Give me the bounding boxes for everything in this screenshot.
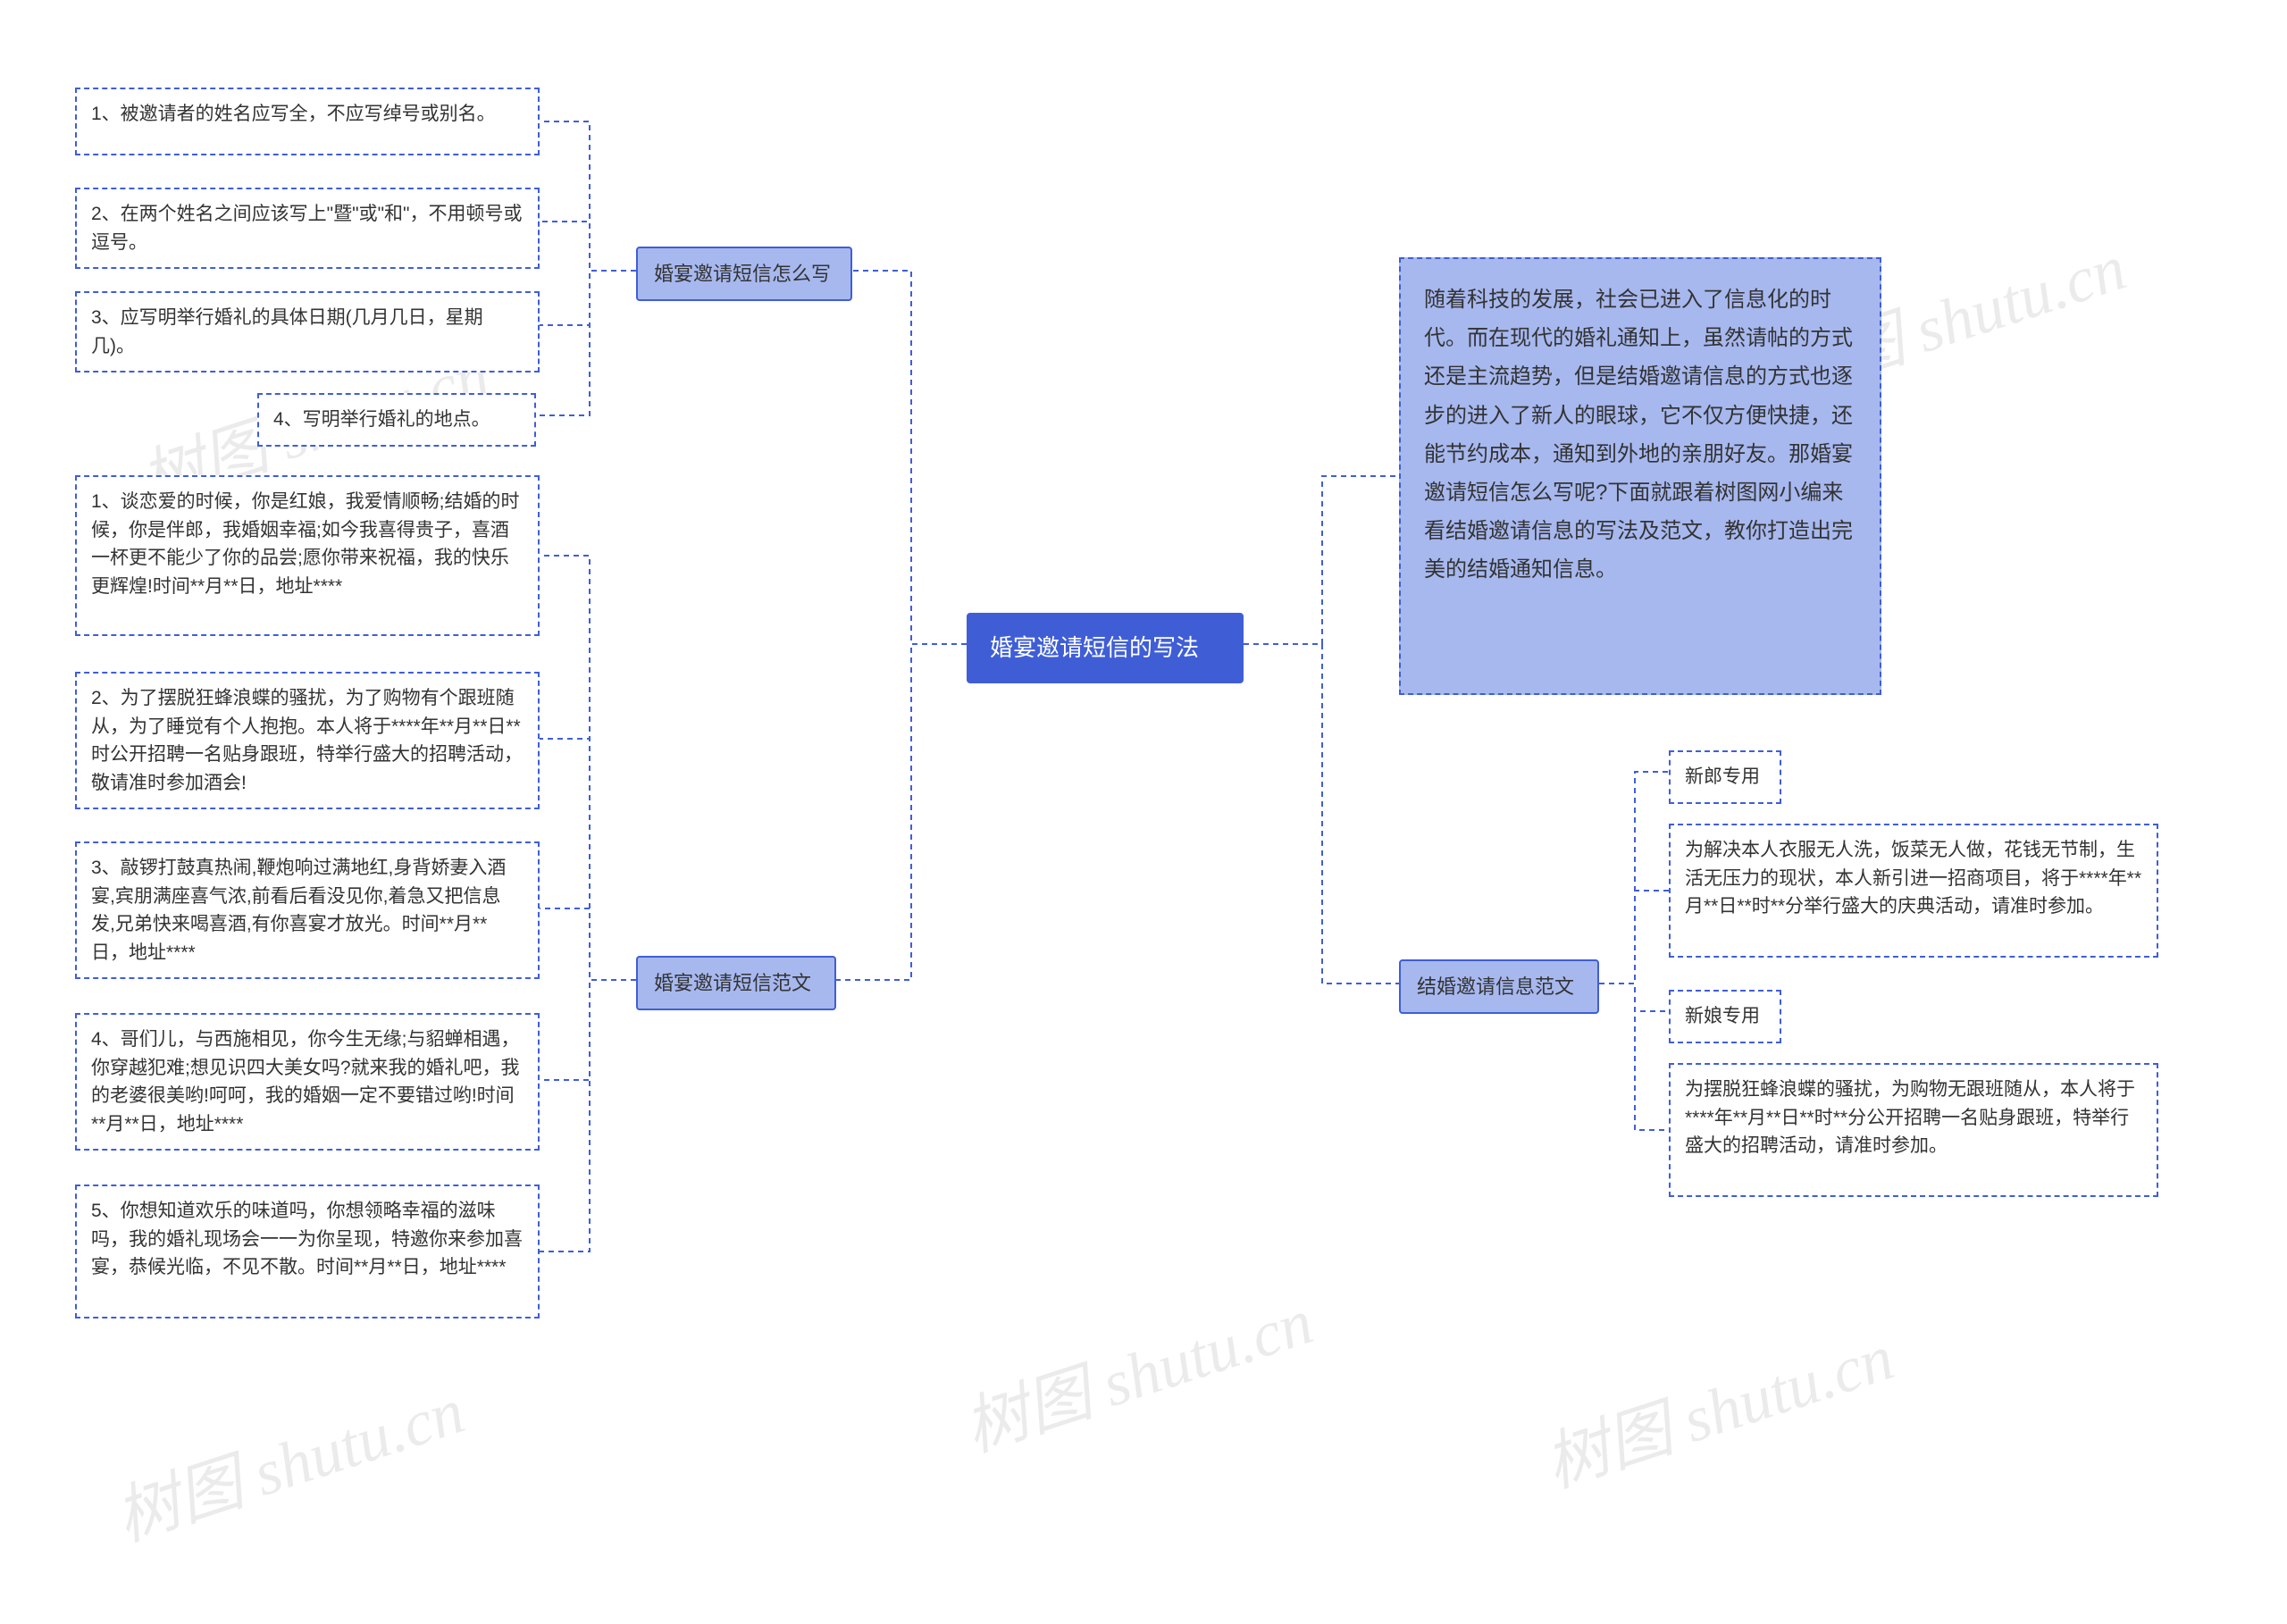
- intro-block: 随着科技的发展，社会已进入了信息化的时代。而在现代的婚礼通知上，虽然请帖的方式还…: [1399, 257, 1881, 695]
- leaf-node: 为摆脱狂蜂浪蝶的骚扰，为购物无跟班随从，本人将于****年**月**日**时**…: [1669, 1063, 2158, 1197]
- leaf-node: 2、为了摆脱狂蜂浪蝶的骚扰，为了购物有个跟班随从，为了睡觉有个人抱抱。本人将于*…: [75, 672, 540, 809]
- watermark: 树图 shutu.cn: [102, 1358, 474, 1559]
- leaf-node: 为解决本人衣服无人洗，饭菜无人做，花钱无节制，生活无压力的现状，本人新引进一招商…: [1669, 824, 2158, 958]
- branch-how: 婚宴邀请短信怎么写: [636, 247, 852, 301]
- leaf-node: 3、应写明举行婚礼的具体日期(几月几日，星期几)。: [75, 291, 540, 373]
- leaf-node: 2、在两个姓名之间应该写上"暨"或"和"，不用顿号或逗号。: [75, 188, 540, 269]
- leaf-node: 1、被邀请者的姓名应写全，不应写绰号或别名。: [75, 88, 540, 155]
- watermark: 树图 shutu.cn: [951, 1268, 1323, 1469]
- leaf-node: 新郎专用: [1669, 750, 1781, 804]
- leaf-node: 新娘专用: [1669, 990, 1781, 1043]
- leaf-node: 4、写明举行婚礼的地点。: [257, 393, 536, 447]
- center-node: 婚宴邀请短信的写法: [967, 613, 1244, 683]
- branch-examples: 婚宴邀请短信范文: [636, 956, 836, 1010]
- watermark: 树图 shutu.cn: [1531, 1304, 1904, 1505]
- leaf-node: 1、谈恋爱的时候，你是红娘，我爱情顺畅;结婚的时候，你是伴郎，我婚姻幸福;如今我…: [75, 475, 540, 636]
- leaf-node: 5、你想知道欢乐的味道吗，你想领略幸福的滋味吗，我的婚礼现场会一一为你呈现，特邀…: [75, 1185, 540, 1318]
- leaf-node: 4、哥们儿，与西施相见，你今生无缘;与貂蝉相遇，你穿越犯难;想见识四大美女吗?就…: [75, 1013, 540, 1151]
- leaf-node: 3、敲锣打鼓真热闹,鞭炮响过满地红,身背娇妻入酒宴,宾朋满座喜气浓,前看后看没见…: [75, 841, 540, 979]
- branch-marriage_info: 结婚邀请信息范文: [1399, 959, 1599, 1014]
